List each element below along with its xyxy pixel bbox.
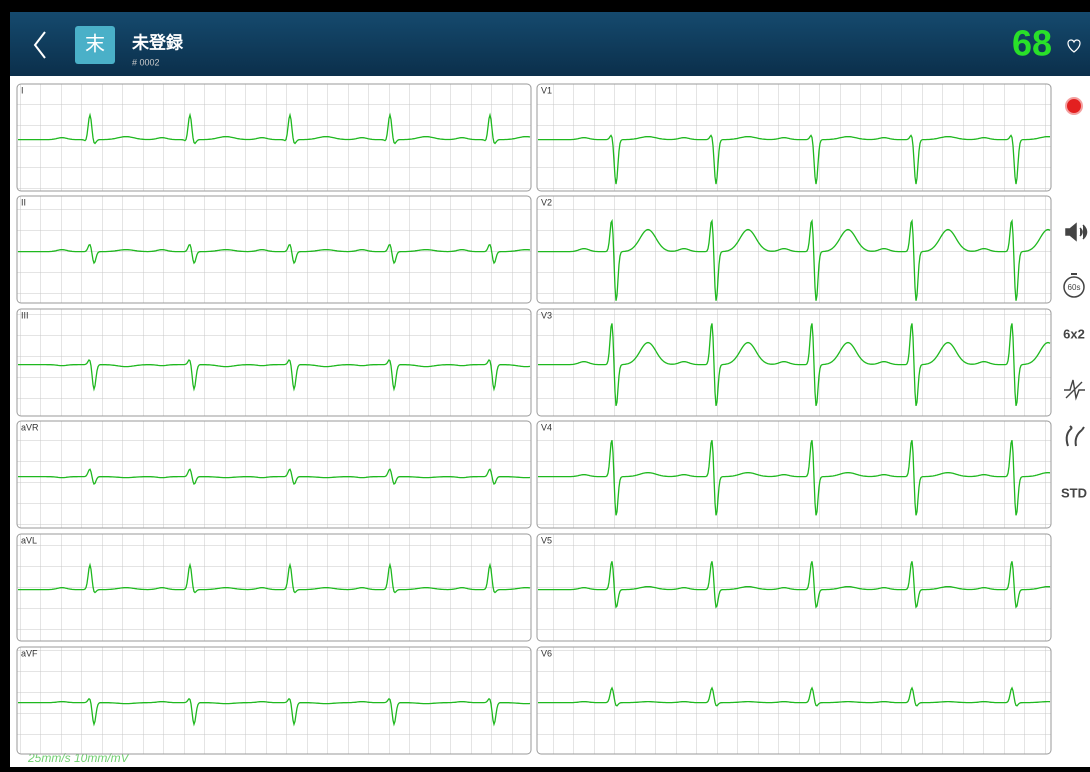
ecg-trace (538, 323, 1051, 406)
ecg-trace (538, 561, 1050, 609)
record-button[interactable] (1065, 97, 1083, 115)
ecg-trace (18, 697, 531, 727)
lead-label: V2 (541, 197, 552, 207)
lead-label: V3 (541, 310, 552, 320)
ecg-trace (538, 686, 1051, 707)
lead-panel (536, 83, 1052, 192)
lead-label: aVL (21, 535, 37, 545)
timer-label: 60s (1068, 283, 1081, 292)
ecg-trace (18, 112, 531, 145)
lead-panel (16, 195, 532, 304)
layout-button[interactable]: 6x2 (1063, 326, 1085, 341)
heart-rate: 68 (1012, 23, 1052, 64)
lead-label: V4 (541, 422, 552, 432)
lead-label: V1 (541, 85, 552, 95)
mode-button[interactable]: STD (1061, 485, 1087, 500)
lead-panel (536, 308, 1052, 417)
avatar-text: 末 (85, 32, 105, 55)
ecg-trace (18, 359, 531, 392)
patient-id: # 0002 (132, 57, 160, 67)
filter-button[interactable] (1064, 379, 1085, 401)
lead-panel (536, 420, 1052, 529)
ecg-trace (18, 243, 531, 265)
lead-label: III (21, 310, 29, 320)
heart-icon (1067, 39, 1081, 53)
lead-panel (16, 308, 532, 417)
electrode-button[interactable] (1065, 425, 1085, 447)
ecg-trace (18, 468, 531, 486)
lead-label: II (21, 197, 26, 207)
lead-panel (16, 83, 532, 192)
lead-panel (536, 195, 1052, 304)
lead-label: aVR (21, 422, 39, 432)
ecg-trace (538, 134, 1050, 185)
lead-label: V5 (541, 535, 552, 545)
lead-label: aVF (21, 648, 38, 658)
lead-panel (16, 646, 532, 755)
timer-button[interactable] (1063, 276, 1085, 298)
sound-button[interactable] (1065, 222, 1088, 242)
patient-name: 未登録 (131, 32, 184, 52)
lead-label: I (21, 85, 24, 95)
lead-panel (536, 646, 1052, 755)
lead-panel (16, 420, 532, 529)
ecg-trace (538, 439, 1051, 516)
avatar[interactable] (75, 26, 115, 64)
lead-panel (536, 533, 1052, 642)
lead-label: V6 (541, 648, 552, 658)
header-bar (10, 12, 1090, 76)
back-button[interactable] (33, 31, 46, 59)
lead-panel (16, 533, 532, 642)
speed-settings: 25mm/s 10mm/mV (27, 751, 130, 765)
ecg-trace (538, 218, 1051, 301)
ecg-trace (18, 562, 531, 594)
